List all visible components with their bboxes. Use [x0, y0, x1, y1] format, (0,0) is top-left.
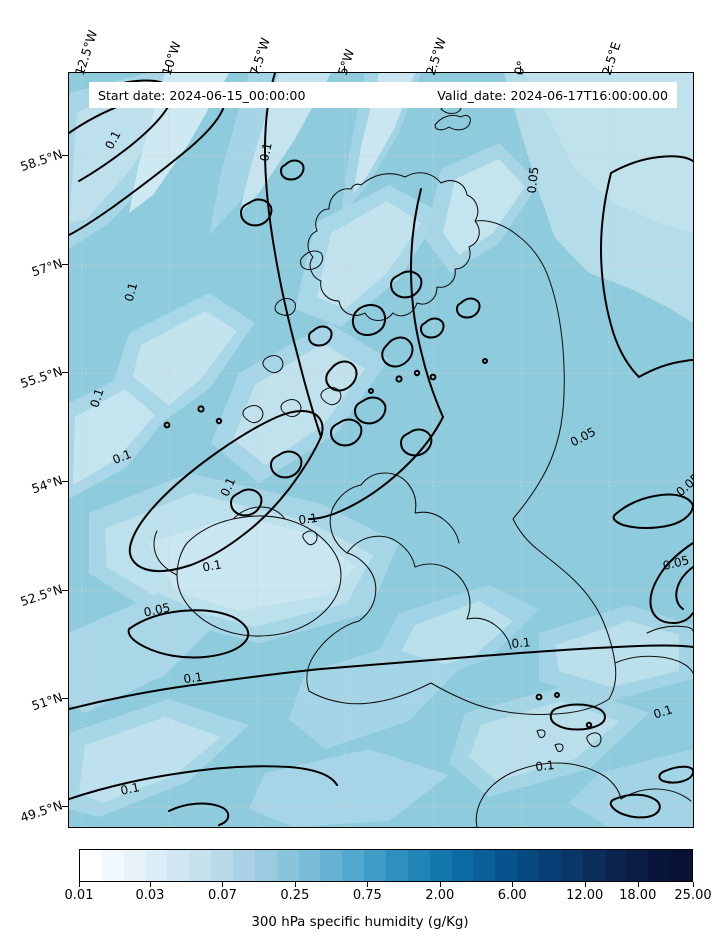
colorbar-tick: [439, 882, 441, 887]
colorbar-tick: [294, 882, 296, 887]
longitude-tick: [81, 66, 82, 72]
longitude-tick-label: 7.5°W: [246, 35, 273, 77]
colorbar-tick-label: 0.75: [352, 888, 382, 903]
colorbar-caption: 300 hPa specific humidity (g/Kg): [251, 915, 469, 930]
colorbar-swatch: [298, 850, 321, 881]
latitude-tick: [62, 590, 68, 591]
contour-label: 0.1: [298, 511, 319, 528]
colorbar-swatch: [407, 850, 430, 881]
colorbar-tick: [79, 882, 80, 887]
colorbar-swatch: [626, 850, 649, 881]
valid-date-label: Valid_date: 2024-06-17T16:00:00.00: [437, 87, 668, 103]
latitude-tick-label: 49.5°N: [18, 797, 65, 826]
colorbar-swatch: [342, 850, 365, 881]
latitude-tick-label: 51°N: [29, 689, 65, 714]
contour-label: 0.1: [511, 635, 531, 651]
longitude-tick-label: 2.5°W: [422, 35, 449, 77]
colorbar-tick-label: 18.00: [619, 888, 657, 903]
colorbar-tick: [693, 882, 694, 887]
colorbar-tick-label: 6.00: [497, 888, 527, 903]
contour-label: 0.1: [119, 780, 141, 798]
longitude-tick: [256, 66, 257, 72]
colorbar-tick: [637, 882, 639, 887]
colorbar-swatch: [517, 850, 540, 881]
colorbar-swatch: [386, 850, 408, 881]
contour-label: 0.05: [661, 553, 690, 573]
colorbar-swatch: [473, 850, 496, 881]
longitude-tick: [168, 66, 169, 72]
longitude-tick: [520, 66, 521, 72]
contour-label: 0.1: [201, 557, 222, 574]
colorbar-swatch: [80, 850, 102, 881]
colorbar-swatch: [101, 850, 124, 881]
contour-label: 0.1: [535, 758, 555, 774]
map-clip: 0.1 0.1 0.05 0.1 0.1 0.1 0.05 0.05 0.1 0.1 0.05 0.1…: [69, 73, 693, 827]
colorbar-swatch: [189, 850, 212, 881]
contour-label: 0.1: [87, 387, 106, 409]
colorbar-swatch: [211, 850, 234, 881]
colorbar-tick-group: 0.01 0.03 0.07 0.25 0.75 2.00 6.00 12.00 18.00 25…: [0, 882, 720, 904]
colorbar-swatch: [670, 850, 693, 881]
contour-label: 0.1: [257, 141, 275, 163]
latitude-tick: [62, 372, 68, 373]
longitude-tick-label: 12.5°W: [71, 28, 101, 78]
latitude-tick: [62, 806, 68, 807]
colorbar-tick-label: 2.00: [425, 888, 455, 903]
colorbar-tick: [367, 882, 369, 887]
colorbar-tick: [512, 882, 514, 887]
title-bar: Start date: 2024-06-15_00:00:00 Valid_da…: [89, 82, 677, 108]
latitude-tick-label: 58.5°N: [18, 146, 65, 175]
colorbar-swatch: [582, 850, 605, 881]
latitude-tick-label: 52.5°N: [18, 581, 65, 610]
colorbar-swatch: [604, 850, 627, 881]
colorbar-swatch: [123, 850, 146, 881]
colorbar[interactable]: [79, 849, 693, 882]
contour-label: 0.1: [122, 281, 140, 303]
latitude-tick: [62, 264, 68, 265]
contour-label: 0.1: [183, 670, 204, 687]
latitude-tick-label: 55.5°N: [18, 363, 65, 392]
colorbar-swatch: [539, 850, 561, 881]
colorbar-swatch: [648, 850, 671, 881]
colorbar-swatch: [254, 850, 277, 881]
colorbar-swatch: [364, 850, 387, 881]
contour-label: 0.1: [652, 702, 674, 721]
colorbar-swatch: [233, 850, 255, 881]
colorbar-swatch: [429, 850, 452, 881]
colorbar-tick-label: 0.07: [207, 888, 237, 903]
longitude-tick: [432, 66, 433, 72]
colorbar-swatch: [167, 850, 190, 881]
colorbar-swatch: [276, 850, 299, 881]
colorbar-tick: [584, 882, 586, 887]
latitude-tick-label: 57°N: [29, 255, 65, 280]
colorbar-swatch: [495, 850, 518, 881]
colorbar-tick-label: 12.00: [566, 888, 604, 903]
colorbar-swatch: [320, 850, 343, 881]
latitude-tick: [62, 481, 68, 482]
contour-label-group: 0.10.10.050.10.10.10.050.050.10.10.050.1…: [87, 128, 693, 798]
latitude-tick: [62, 698, 68, 699]
contour-label: 0.05: [525, 166, 542, 194]
colorbar-tick: [222, 882, 224, 887]
colorbar-tick-label: 25.00: [674, 888, 712, 903]
map-field-svg: 0.10.10.050.10.10.10.050.050.10.10.050.1…: [69, 73, 693, 827]
longitude-tick: [344, 66, 345, 72]
colorbar-tick: [149, 882, 151, 887]
contour-label: 0.05: [142, 600, 171, 619]
colorbar-tick-label: 0.01: [64, 888, 94, 903]
colorbar-swatch: [560, 850, 583, 881]
contour-label: 0.1: [111, 447, 134, 467]
latitude-tick-label: 54°N: [29, 472, 65, 497]
colorbar-swatch: [451, 850, 474, 881]
colorbar-tick-label: 0.25: [280, 888, 310, 903]
start-date-label: Start date: 2024-06-15_00:00:00: [98, 87, 306, 103]
latitude-tick: [62, 155, 68, 156]
map-axes[interactable]: 0.1 0.1 0.05 0.1 0.1 0.1 0.05 0.05 0.1 0.1 0.05 0.1…: [68, 72, 694, 828]
colorbar-tick-label: 0.03: [135, 888, 165, 903]
colorbar-swatch: [145, 850, 168, 881]
longitude-tick: [608, 66, 609, 72]
